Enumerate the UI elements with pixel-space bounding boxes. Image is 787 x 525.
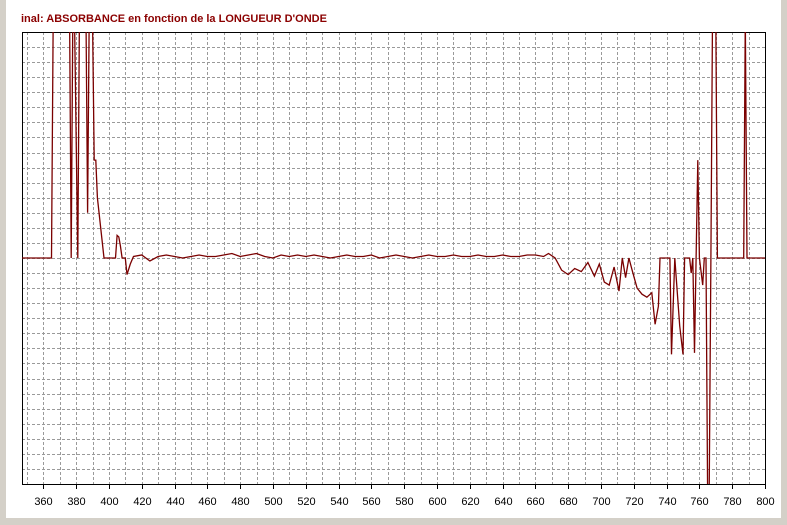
x-tick-label: 440: [166, 496, 184, 508]
x-tick-label: 760: [690, 496, 708, 508]
x-tick-label: 600: [428, 496, 446, 508]
x-tick-label: 460: [198, 496, 216, 508]
x-tick-label: 560: [362, 496, 380, 508]
x-tick-label: 780: [723, 496, 741, 508]
x-tick-label: 480: [231, 496, 249, 508]
x-tick-label: 500: [264, 496, 282, 508]
x-tick-label: 720: [625, 496, 643, 508]
x-tick-label: 680: [559, 496, 577, 508]
x-tick-label: 800: [756, 496, 774, 508]
x-tick-label: 580: [395, 496, 413, 508]
x-tick-label: 540: [330, 496, 348, 508]
x-tick-label: 360: [34, 496, 52, 508]
x-tick-label: 620: [461, 496, 479, 508]
chart-title: inal: ABSORBANCE en fonction de la LONGU…: [21, 13, 327, 25]
x-tick-label: 420: [133, 496, 151, 508]
x-tick-label: 640: [494, 496, 512, 508]
data-line: [22, 32, 765, 484]
x-tick-label: 520: [297, 496, 315, 508]
x-tick-label: 660: [526, 496, 544, 508]
x-tick-label: 740: [658, 496, 676, 508]
x-tick-label: 700: [592, 496, 610, 508]
x-tick-label: 380: [67, 496, 85, 508]
x-tick-label: 400: [100, 496, 118, 508]
